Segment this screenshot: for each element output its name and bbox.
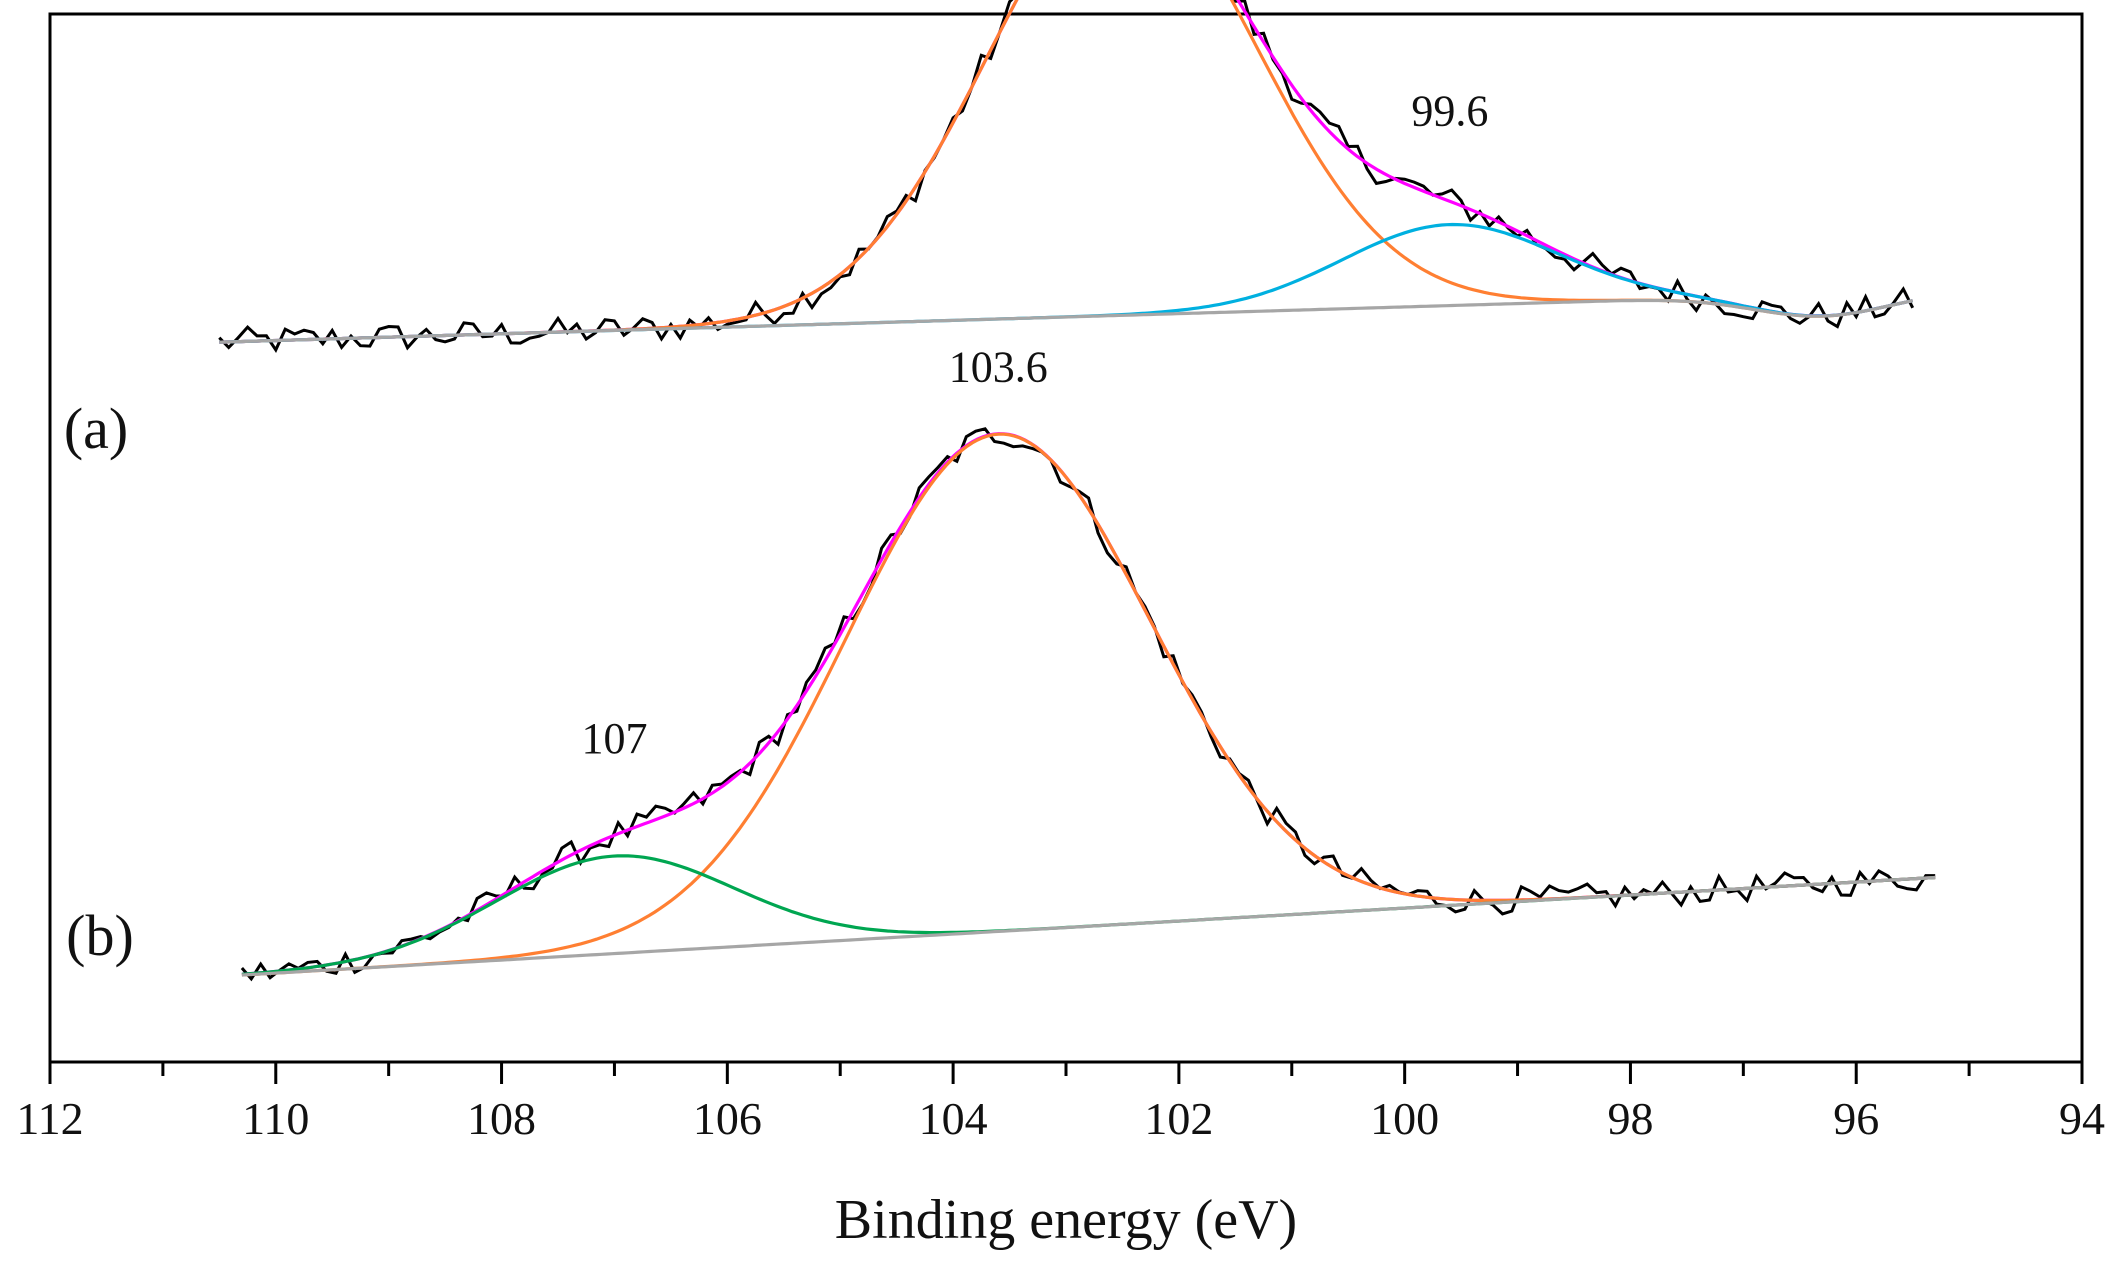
peak-label: 99.6: [1411, 86, 1488, 135]
x-tick-label: 108: [467, 1093, 536, 1144]
fit-component-103-6: [241, 432, 1936, 977]
spectra-curves: [218, 0, 1936, 982]
peak-label: 107: [581, 714, 647, 763]
x-tick-label: 98: [1607, 1093, 1653, 1144]
panel-label: (b): [66, 903, 134, 968]
raw-data-line: [218, 0, 1915, 353]
x-tick-label: 94: [2059, 1093, 2105, 1144]
x-tick-label: 100: [1370, 1093, 1439, 1144]
plot-frame: [48, 12, 2084, 1064]
spectrum-a: [218, 0, 1915, 353]
x-tick-label: 102: [1144, 1093, 1213, 1144]
background-line: [219, 298, 1914, 344]
spectrum-b: [240, 427, 1936, 982]
peak-label: 103.6: [949, 343, 1048, 392]
x-tick-label: 96: [1833, 1093, 1879, 1144]
x-tick-label: 106: [693, 1093, 762, 1144]
x-tick-label: 110: [242, 1093, 309, 1144]
x-tick-label: 112: [16, 1093, 83, 1144]
fit-component-107: [241, 854, 1936, 976]
x-axis-title: Binding energy (eV): [835, 1189, 1297, 1251]
background-line: [241, 875, 1936, 977]
x-axis: 112 110 108 106 104 102 100 98 96 94: [16, 1062, 2105, 1144]
x-tick-label: 104: [919, 1093, 988, 1144]
panel-label: (a): [64, 396, 128, 461]
